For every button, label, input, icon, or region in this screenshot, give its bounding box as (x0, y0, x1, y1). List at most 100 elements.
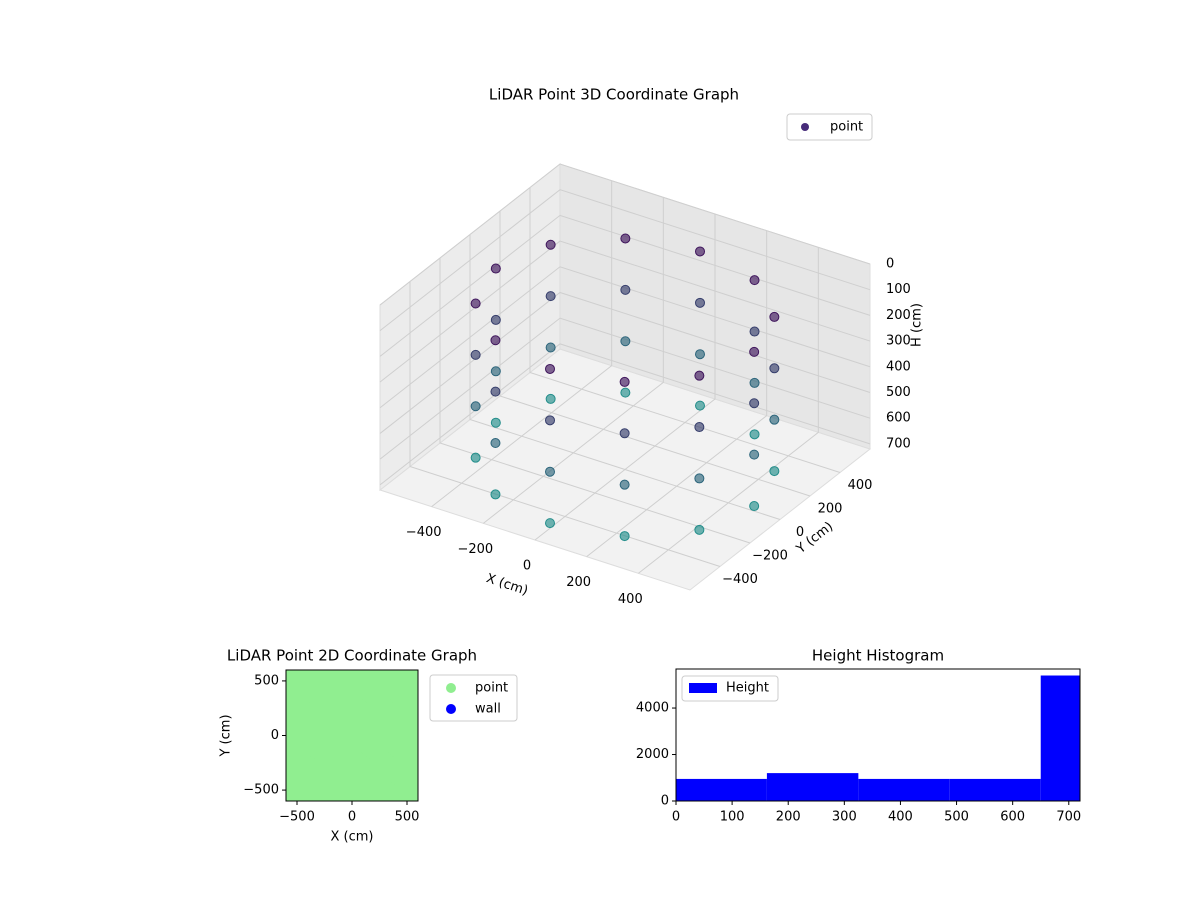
point (619, 376, 630, 387)
grid-line (379, 189, 871, 332)
bar (676, 778, 767, 801)
z-tick-label: 600 (886, 411, 911, 426)
y-tick-label: 500 (254, 673, 279, 688)
x-tick-label: 300 (832, 810, 857, 825)
x-tick-label: 100 (720, 810, 745, 825)
point (695, 297, 705, 308)
point (490, 314, 501, 325)
legend-label: Height (726, 681, 769, 696)
chart-title: Height Histogram (812, 647, 944, 665)
point (545, 239, 556, 250)
y-tick-label: 0 (796, 525, 804, 540)
point (620, 284, 631, 295)
x-tick-label: 600 (1000, 810, 1025, 825)
y-tick-label: 200 (818, 502, 843, 517)
axes-frame (675, 668, 1081, 802)
y-tick-label: 4000 (636, 701, 669, 716)
x-tick-label: 700 (1056, 810, 1081, 825)
legend-label: wall (475, 702, 501, 717)
point (769, 466, 780, 477)
point (382, 670, 418, 706)
point (545, 393, 556, 404)
point (749, 398, 760, 409)
point (694, 422, 705, 433)
grid-line (529, 187, 841, 473)
point (769, 363, 780, 374)
point (470, 401, 481, 412)
y-tick-label: 400 (848, 478, 873, 493)
bar (1040, 675, 1080, 801)
x-axis-label: X (cm) (484, 571, 530, 599)
z-tick-label: 100 (886, 282, 911, 297)
grid-line (469, 234, 781, 520)
z-tick-label: 700 (886, 436, 911, 451)
x-axis-label: X (cm) (331, 830, 374, 845)
grid-line (379, 343, 871, 486)
x-tick-label: 0 (523, 559, 531, 574)
point (620, 233, 631, 244)
point (769, 414, 780, 425)
grid-line (499, 211, 811, 497)
chart-title: LiDAR Point 3D Coordinate Graph (489, 86, 739, 104)
point (470, 452, 481, 463)
legend-marker (446, 683, 456, 693)
grid-line (379, 317, 871, 460)
x-tick-label: 500 (944, 810, 969, 825)
point (545, 415, 555, 426)
point (694, 524, 705, 535)
legend-label: point (475, 681, 508, 696)
point (694, 370, 705, 381)
y-tick-label: 0 (271, 728, 279, 743)
point (545, 291, 556, 302)
point (490, 366, 501, 377)
point (545, 466, 555, 477)
point (749, 346, 760, 357)
point (490, 263, 501, 274)
grid-line (439, 258, 751, 544)
point (695, 349, 705, 360)
y-axis-label: Y (cm) (219, 714, 234, 757)
bar (766, 773, 859, 801)
y-tick-label: 0 (661, 794, 669, 809)
z-tick-label: 400 (886, 359, 911, 374)
z-tick-label: 500 (886, 385, 911, 400)
z-tick-label: 300 (886, 334, 911, 349)
point (749, 501, 760, 512)
z-tick-label: 200 (886, 308, 911, 323)
y-tick-label: −500 (243, 783, 279, 798)
y-tick-label: −400 (722, 572, 758, 587)
x-tick-label: 400 (888, 810, 913, 825)
bar (858, 778, 950, 801)
x-tick-label: 0 (348, 810, 356, 825)
point (619, 479, 630, 490)
point (620, 387, 631, 398)
legend-box (786, 113, 873, 141)
z-axis-label: H (cm) (910, 303, 925, 347)
point (490, 386, 501, 397)
point (490, 335, 501, 346)
point (620, 336, 631, 347)
x-tick-label: 200 (566, 575, 591, 590)
bar (949, 778, 1041, 801)
grid-line (379, 240, 871, 383)
y-tick-label: −200 (752, 549, 788, 564)
x-tick-label: 500 (395, 810, 420, 825)
point (470, 298, 481, 309)
point (695, 400, 705, 411)
grid-line (409, 281, 721, 567)
point (619, 428, 630, 439)
legend-marker (801, 123, 809, 131)
grid-line (379, 291, 871, 434)
point (694, 473, 705, 484)
point (545, 342, 556, 353)
x-tick-label: 200 (776, 810, 801, 825)
point (490, 438, 501, 449)
point (545, 518, 555, 529)
z-tick-label: 0 (886, 257, 894, 272)
x-tick-label: −400 (406, 525, 442, 540)
legend-label: point (830, 120, 863, 135)
point (749, 449, 760, 460)
grid-line (379, 163, 871, 306)
point (545, 363, 555, 374)
